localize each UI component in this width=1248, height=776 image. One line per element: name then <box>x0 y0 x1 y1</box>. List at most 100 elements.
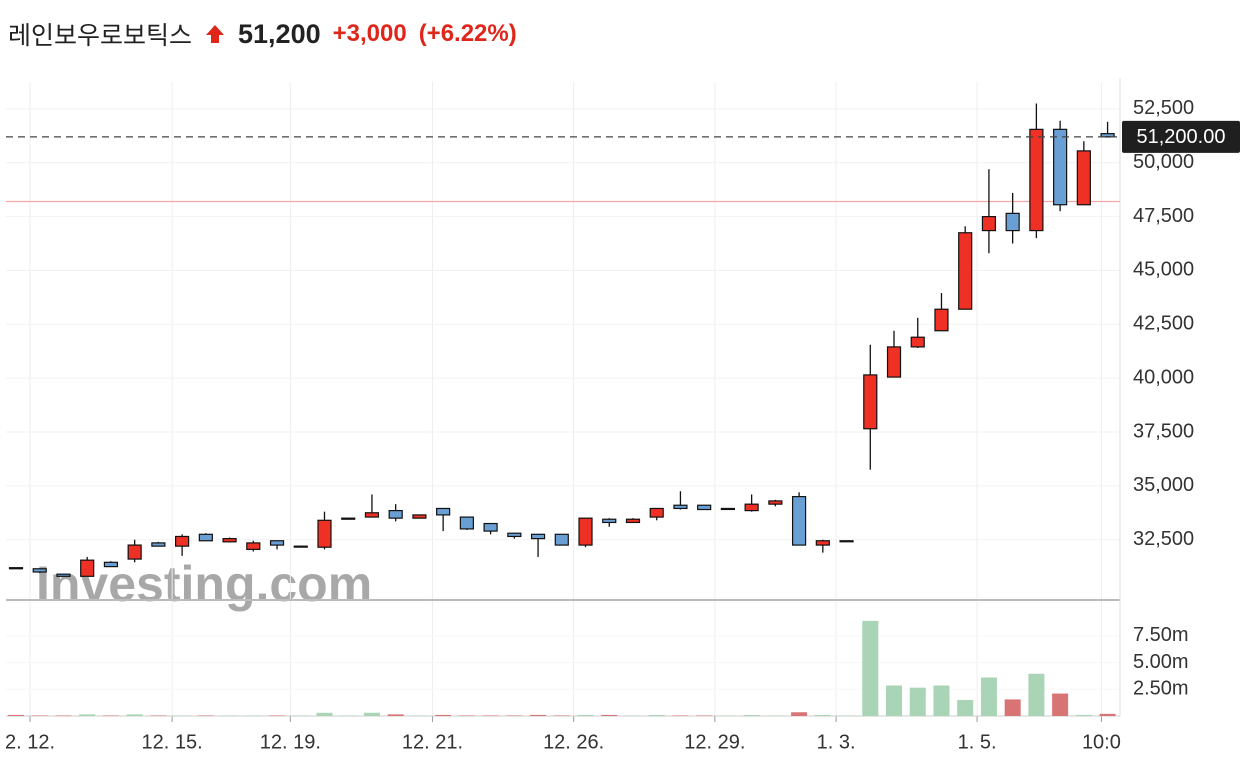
volume-bar <box>862 620 879 716</box>
candle-body <box>530 533 546 540</box>
change-percent: (+6.22%) <box>418 20 517 47</box>
y-tick-label: 42,500 <box>1133 313 1194 335</box>
y-tick-label: 47,500 <box>1133 205 1194 227</box>
volume-bar <box>814 714 831 716</box>
candle-body <box>8 567 24 570</box>
y-tick-label: 35,000 <box>1133 474 1194 496</box>
candle-body <box>958 232 973 310</box>
candle-body <box>1029 128 1044 232</box>
candle-body <box>364 512 380 518</box>
volume-bar <box>197 715 214 716</box>
x-tick-label: 12. 19. <box>260 731 321 753</box>
volume-bar <box>1075 714 1092 716</box>
volume-bar <box>55 715 72 716</box>
candle-body <box>436 507 451 516</box>
candle-body <box>198 533 213 542</box>
candle-body <box>56 573 71 577</box>
volume-bar <box>482 715 499 716</box>
y-tick-label: 32,500 <box>1133 528 1194 550</box>
volume-bar <box>31 715 48 716</box>
last-price-label: 51,200.00 <box>1137 126 1226 148</box>
volume-tick-label: 5.00m <box>1133 651 1189 673</box>
stock-name: 레인보우로보틱스 <box>8 22 193 50</box>
volume-bar <box>624 715 641 716</box>
candle-body <box>697 504 712 511</box>
candle-body <box>222 538 237 543</box>
volume-bar <box>102 715 119 716</box>
volume-bar <box>387 714 404 716</box>
volume-bar <box>245 715 262 716</box>
x-tick-label: 2. 12. <box>5 731 55 753</box>
volume-bar <box>269 715 286 716</box>
volume-bar <box>838 715 855 716</box>
volume-bar <box>648 714 665 716</box>
candle-body <box>388 510 403 519</box>
candle-body <box>317 519 332 548</box>
volume-bar <box>8 714 24 716</box>
volume-tick-label: 7.50m <box>1133 624 1189 646</box>
volume-tick-label: 2.50m <box>1133 678 1189 700</box>
volume-bar <box>1028 673 1045 716</box>
volume-bar <box>340 715 357 716</box>
candle-body <box>459 516 474 530</box>
volume-bar <box>909 687 926 716</box>
y-tick-label: 45,000 <box>1133 259 1194 281</box>
candle-body <box>341 517 356 520</box>
candle-body <box>649 507 664 518</box>
candle-body <box>886 346 902 378</box>
candle-body <box>151 542 166 547</box>
volume-bar <box>1099 713 1116 716</box>
candle-body <box>246 542 261 550</box>
x-tick-label: 12. 29. <box>684 731 745 753</box>
candle-body <box>578 517 593 546</box>
x-tick-label: 12. 15. <box>142 731 203 753</box>
volume-bar <box>980 677 997 716</box>
candle-body <box>768 500 783 505</box>
candle-body <box>412 514 427 519</box>
y-tick-label: 50,000 <box>1133 151 1194 173</box>
up-arrow-icon <box>206 25 225 43</box>
volume-bar <box>435 714 452 716</box>
candle-body <box>1053 128 1068 206</box>
x-tick-label: 12. 26. <box>543 731 604 753</box>
volume-bar <box>743 714 760 716</box>
header: 레인보우로보틱스 51,200 +3,000 (+6.22%) <box>8 14 517 54</box>
candle-body <box>269 540 285 546</box>
candle-body <box>839 540 854 543</box>
volume-bar <box>363 712 380 716</box>
volume-bar <box>292 715 309 716</box>
x-tick-label: 1. 3. <box>817 731 856 753</box>
volume-bar <box>458 715 475 716</box>
candle-body <box>934 308 949 332</box>
candle-body <box>744 503 759 512</box>
candle-body <box>625 518 641 524</box>
volume-bar <box>791 712 808 716</box>
volume-bar <box>601 714 618 716</box>
candle-body <box>1005 212 1020 232</box>
candle-body <box>815 540 830 546</box>
candle-body <box>507 532 522 538</box>
volume-bar <box>672 715 689 716</box>
candle-body <box>720 507 736 511</box>
candle-body <box>103 561 119 568</box>
change: +3,000 <box>332 20 407 47</box>
volume-bar <box>577 714 594 716</box>
volume-bar <box>530 714 547 716</box>
y-tick-label: 37,500 <box>1133 420 1194 442</box>
x-tick-label: 1. 5. <box>958 731 997 753</box>
volume-bar <box>411 715 428 716</box>
volume-bar <box>933 685 950 716</box>
candle-body <box>127 544 142 560</box>
candle-body <box>293 545 308 548</box>
candle-body <box>1076 150 1091 206</box>
candle-body <box>981 215 997 232</box>
y-tick-label: 52,500 <box>1133 97 1194 119</box>
volume-bar <box>696 715 713 716</box>
candle-body <box>483 522 498 532</box>
volume-bar <box>316 712 333 716</box>
volume-bar <box>957 699 974 716</box>
volume-bar <box>150 715 167 716</box>
volume-bar <box>79 714 96 716</box>
candle-body <box>791 496 807 546</box>
